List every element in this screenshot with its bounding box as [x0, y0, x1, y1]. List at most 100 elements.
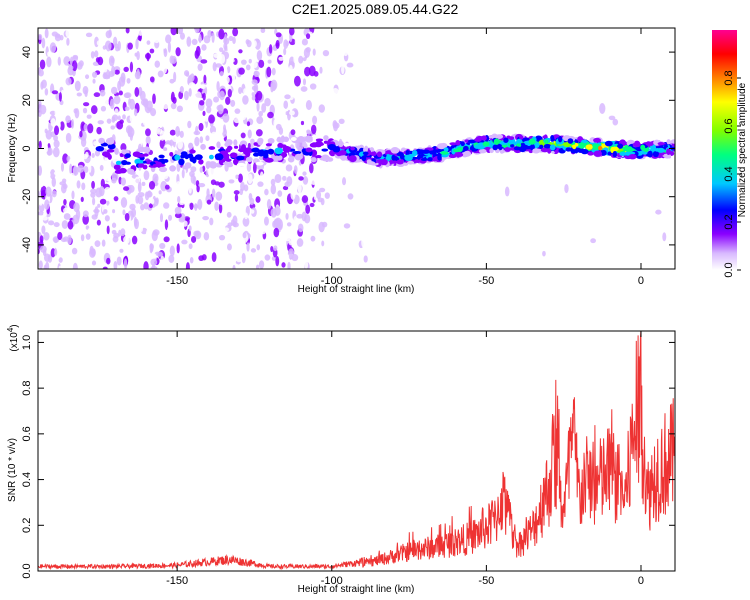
- heatmap-noise-cell: [288, 251, 293, 260]
- heatmap-noise-cell: [321, 240, 325, 247]
- heatmap-ridge-cell: [253, 142, 258, 146]
- heatmap-noise-cell: [267, 111, 274, 119]
- heatmap-noise-cell: [38, 33, 43, 41]
- heatmap-ridge-cell: [267, 148, 275, 155]
- heatmap-noise-cell: [304, 66, 311, 77]
- heatmap-noise-cell: [280, 82, 284, 94]
- heatmap-noise-cell: [260, 28, 266, 34]
- heatmap-noise-cell: [634, 228, 640, 234]
- heatmap-ridge-cell: [263, 152, 269, 159]
- heatmap-noise-cell: [54, 248, 58, 256]
- heatmap-noise-cell: [348, 198, 353, 205]
- heatmap-noise-cell: [337, 163, 343, 175]
- heatmap-noise-cell: [91, 180, 95, 189]
- heatmap-noise-cell: [106, 225, 110, 235]
- heatmap-noise-cell: [88, 163, 92, 173]
- heatmap-ridge-cell: [194, 154, 203, 161]
- heatmap-ridge-cell: [326, 157, 334, 162]
- snr-xtick-label: -50: [478, 575, 494, 587]
- heatmap-noise-cell: [277, 91, 283, 100]
- heatmap-noise-cell: [243, 184, 249, 192]
- heatmap-noise-cell: [82, 214, 89, 225]
- heatmap-noise-cell: [342, 47, 349, 57]
- heatmap-noise-cell: [346, 62, 354, 68]
- heatmap-noise-cell: [118, 90, 123, 96]
- heatmap-noise-cell: [44, 199, 50, 210]
- heatmap-noise-cell: [94, 150, 101, 157]
- heatmap-noise-cell: [118, 229, 122, 237]
- heatmap-noise-cell: [96, 126, 102, 135]
- heatmap-noise-cell: [106, 118, 112, 124]
- heatmap-noise-cell: [281, 262, 286, 268]
- heatmap-noise-cell: [41, 216, 48, 221]
- heatmap-noise-cell: [176, 105, 184, 113]
- heatmap-noise-cell: [50, 118, 56, 127]
- heatmap-noise-cell: [94, 50, 99, 58]
- heatmap-noise-cell: [637, 158, 643, 167]
- heatmap-noise-cell: [251, 79, 258, 85]
- heatmap-ridge-cell: [657, 141, 665, 146]
- heatmap-ridge-cell: [474, 144, 481, 149]
- heatmap-noise-cell: [116, 131, 124, 138]
- heatmap-noise-cell: [261, 49, 268, 60]
- heatmap-noise-cell: [273, 245, 278, 252]
- heatmap-noise-cell: [168, 214, 173, 221]
- heatmap-noise-cell: [534, 28, 539, 39]
- heatmap-noise-cell: [218, 199, 226, 206]
- heatmap-ridge-cell: [114, 148, 119, 155]
- heatmap-ridge-cell: [640, 144, 646, 151]
- heatmap-ridge-cell: [188, 142, 194, 150]
- heatmap-noise-cell: [328, 131, 336, 137]
- heatmap-noise-cell: [174, 212, 182, 219]
- heatmap-noise-cell: [85, 151, 89, 158]
- heatmap-noise-cell: [44, 28, 49, 39]
- heatmap-noise-cell: [342, 177, 347, 186]
- heatmap-noise-cell: [212, 62, 217, 72]
- heatmap-noise-cell: [115, 46, 120, 52]
- heatmap-noise-cell: [282, 107, 286, 118]
- heatmap-noise-cell: [216, 54, 220, 62]
- heatmap-noise-cell: [241, 252, 246, 264]
- heatmap-noise-cell: [233, 91, 239, 101]
- heatmap-noise-cell: [325, 65, 331, 73]
- heatmap-noise-cell: [266, 66, 272, 78]
- heatmap-noise-cell: [114, 69, 120, 75]
- heatmap-noise-cell: [129, 98, 136, 110]
- heatmap-noise-cell: [191, 38, 198, 46]
- heatmap-ridge-cell: [152, 164, 158, 168]
- heatmap-ridge-cell: [544, 139, 549, 145]
- heatmap-noise-cell: [238, 67, 245, 75]
- heatmap-noise-cell: [145, 135, 151, 145]
- heatmap-noise-cell: [42, 151, 46, 157]
- heatmap-noise-cell: [58, 257, 63, 263]
- heatmap-noise-cell: [52, 147, 60, 158]
- heatmap-noise-cell: [167, 41, 172, 53]
- heatmap-noise-cell: [278, 126, 284, 135]
- heatmap-ridge-cell: [323, 140, 329, 144]
- heatmap-noise-cell: [72, 60, 78, 72]
- heatmap-noise-cell: [125, 125, 133, 134]
- heatmap-noise-cell: [157, 70, 164, 78]
- heatmap-noise-cell: [137, 192, 145, 198]
- heatmap-ridge-cell: [645, 141, 652, 147]
- heatmap-noise-cell: [287, 261, 291, 269]
- heatmap-ridge-cell: [158, 154, 165, 159]
- heatmap-noise-cell: [258, 59, 265, 68]
- heatmap-noise-cell: [339, 196, 344, 203]
- heatmap-noise-cell: [224, 33, 228, 44]
- heatmap-noise-cell: [43, 231, 50, 241]
- heatmap-ridge-cell: [549, 144, 556, 151]
- heatmap-ridge-cell: [567, 138, 574, 144]
- heatmap-noise-cell: [97, 120, 104, 125]
- heatmap-noise-cell: [282, 185, 289, 191]
- heatmap-noise-cell: [211, 31, 215, 43]
- heatmap-noise-cell: [264, 254, 271, 261]
- heatmap-noise-cell: [246, 40, 252, 48]
- heatmap-noise-cell: [608, 115, 616, 121]
- heatmap-noise-cell: [137, 35, 142, 41]
- heatmap-noise-cell: [134, 87, 140, 97]
- heatmap-noise-cell: [44, 171, 51, 179]
- heatmap-noise-cell: [137, 195, 144, 205]
- heatmap-noise-cell: [176, 243, 180, 254]
- heatmap-noise-cell: [208, 114, 215, 124]
